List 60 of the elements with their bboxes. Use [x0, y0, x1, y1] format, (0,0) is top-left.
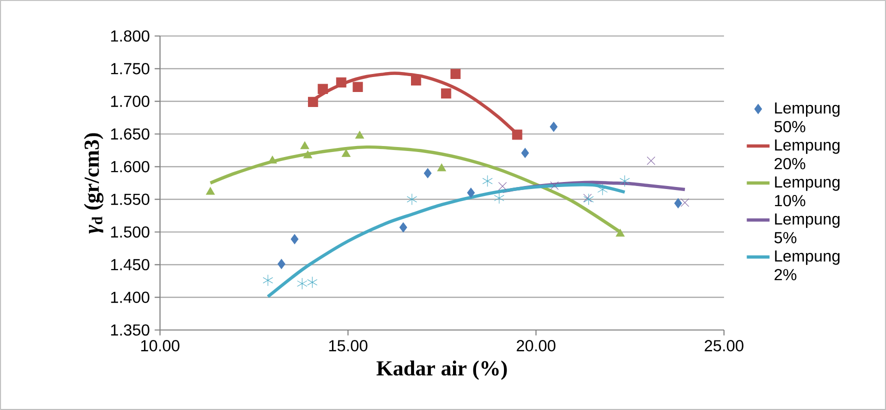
y-tick-label: 1.350 — [111, 324, 150, 336]
x-tick-label: 15.00 — [329, 340, 368, 352]
point — [512, 130, 522, 140]
point — [300, 141, 310, 150]
point — [467, 188, 475, 198]
y-tick-label: 1.700 — [111, 96, 150, 107]
point — [307, 276, 318, 288]
legend-label: Lempung 5% — [774, 214, 840, 244]
point — [680, 198, 690, 207]
y-tick-label: 1.400 — [111, 292, 150, 303]
x-axis-title: Kadar air (%) — [376, 360, 507, 380]
y-tick-label: 1.450 — [111, 259, 150, 270]
y-axis-title: γ$_{d}$ (gr/cm3) — [84, 133, 104, 234]
point — [342, 149, 351, 157]
point — [303, 150, 312, 158]
x-tick-label: 10.00 — [141, 340, 180, 352]
legend-label: Lempung 50% — [774, 102, 840, 132]
y-tick-label: 1.750 — [111, 63, 150, 74]
point — [583, 194, 592, 202]
point — [437, 164, 446, 172]
point — [616, 228, 625, 237]
legend-label: Lempung 2% — [774, 250, 840, 280]
point — [268, 156, 277, 164]
point — [424, 168, 432, 178]
point — [482, 175, 493, 187]
point — [441, 88, 452, 99]
legend-label: Lempung 20% — [774, 139, 840, 170]
point — [550, 181, 559, 190]
point — [355, 130, 364, 139]
point — [318, 84, 328, 94]
point — [498, 182, 507, 190]
x-tick-label: 20.00 — [516, 340, 556, 352]
point — [521, 148, 529, 158]
point — [584, 193, 594, 206]
point — [450, 68, 461, 79]
x-tick-label: 25.00 — [704, 340, 744, 352]
point — [290, 234, 298, 244]
point — [278, 258, 286, 270]
point — [674, 198, 682, 208]
y-tick-label: 1.800 — [111, 30, 150, 42]
point — [399, 222, 408, 232]
line-series — [266, 182, 626, 298]
y-tick-label: 1.500 — [111, 226, 150, 238]
point — [646, 156, 656, 166]
y-tick-label: 1.600 — [111, 161, 150, 172]
point — [352, 82, 363, 92]
point — [550, 122, 558, 132]
y-tick-label: 1.650 — [111, 128, 150, 140]
point — [406, 193, 418, 206]
point — [308, 96, 318, 108]
point — [336, 77, 346, 88]
point — [410, 75, 422, 86]
point — [297, 278, 308, 290]
point — [620, 175, 630, 187]
point — [262, 274, 274, 286]
y-tick-label: 1.550 — [111, 194, 150, 205]
legend-label: Lempung 10% — [775, 176, 840, 206]
point — [206, 187, 215, 195]
point — [494, 192, 504, 204]
point — [597, 184, 608, 196]
